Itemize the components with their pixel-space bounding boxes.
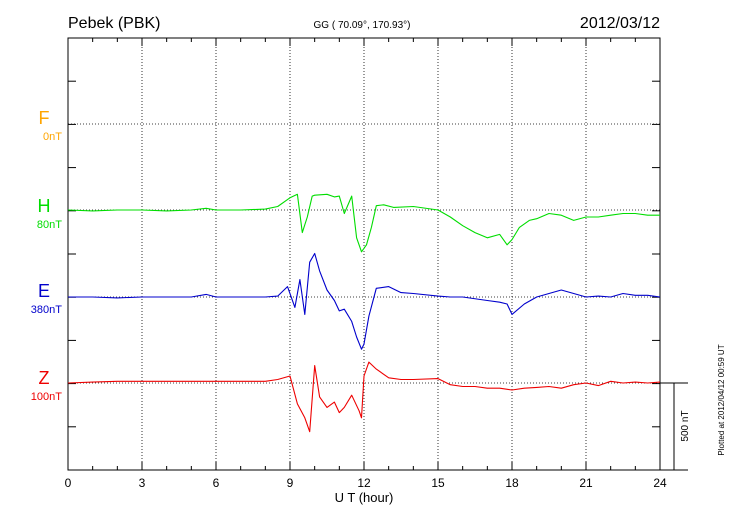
series-line-z: [67, 361, 661, 433]
series-offset-e: 380nT: [31, 304, 62, 316]
plotted-at-note: Plotted at 2012/04/12 00:59 UT: [717, 344, 726, 455]
x-tick-label: 12: [357, 476, 371, 490]
x-tick-label: 9: [287, 476, 294, 490]
series-offset-f: 0nT: [43, 131, 62, 143]
station-coordinates: GG ( 70.09°, 170.93°): [314, 20, 411, 31]
series-name-h: H: [38, 196, 51, 216]
plot-date: 2012/03/12: [580, 15, 660, 32]
series-name-e: E: [38, 281, 50, 301]
x-tick-label: 18: [505, 476, 519, 490]
series-offset-h: 80nT: [37, 219, 62, 231]
series-name-z: Z: [39, 368, 50, 388]
scale-bar-label: 500 nT: [680, 410, 691, 441]
x-tick-label: 15: [431, 476, 445, 490]
x-tick-labels: 0 3 6 9 12 15 18 21 24: [65, 476, 667, 490]
x-axis-label: U T (hour): [335, 490, 394, 505]
x-tick-label: 24: [653, 476, 667, 490]
series-line-h: [67, 193, 660, 253]
series-offset-z: 100nT: [31, 391, 62, 403]
station-title: Pebek (PBK): [68, 15, 160, 32]
x-tick-label: 21: [579, 476, 593, 490]
series-line-e: [68, 252, 661, 350]
grid-lines: [68, 38, 660, 470]
series-labels: F 0nT H 80nT E 380nT Z 100nT: [31, 108, 62, 403]
series-name-f: F: [39, 108, 50, 128]
x-tick-label: 6: [213, 476, 220, 490]
series-lines: [67, 193, 661, 433]
x-tick-label: 0: [65, 476, 72, 490]
x-tick-label: 3: [139, 476, 146, 490]
axis-ticks: [67, 38, 661, 471]
scale-bar: 500 nT: [660, 382, 691, 471]
